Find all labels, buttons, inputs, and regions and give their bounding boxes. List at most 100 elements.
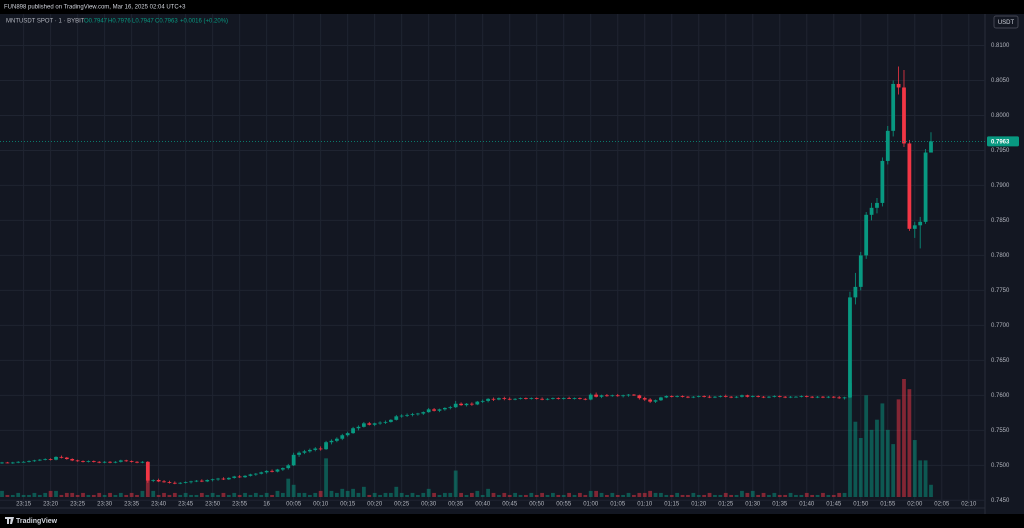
publisher: FUN898 published on TradingView.com, Mar… [4,5,186,11]
candle-body [27,461,31,462]
volume-bar [713,494,717,497]
candle-body [102,461,107,463]
volume-bar [729,494,734,497]
ohlc-open: O0.7947 [84,19,108,25]
volume-bar [405,494,409,497]
volume-bar [145,480,150,497]
candle-body [135,461,139,463]
x-tick-label: 23:55 [232,502,248,508]
volume-bar [869,429,874,497]
volume-bar [777,494,782,497]
x-tick-label: 01:40 [799,502,815,508]
candle-body [54,456,58,460]
volume-bar [307,494,312,497]
x-tick-label: 00:15 [340,502,356,508]
candle-body [37,459,42,461]
volume-bar [497,494,501,497]
candle-body [81,461,85,462]
volume-bar [626,492,631,497]
volume-bar [621,494,626,497]
candle-body [491,398,496,400]
candle-body [426,409,431,413]
candle-body [470,403,474,405]
candle-body [216,478,220,480]
volume-bar [0,490,4,497]
candle-body [691,396,696,398]
volume-bar [588,490,593,497]
candle-body [486,398,490,401]
volume-bar [345,490,350,497]
volume-bar [745,492,750,497]
candle-body [75,460,80,462]
candle-body [518,398,523,399]
candle-body [707,396,712,398]
volume-bar [124,494,129,497]
candle-body [783,396,788,398]
x-tick-label: 00:55 [556,502,572,508]
volume-bar [102,494,107,497]
candle-body [718,396,723,397]
volume-bar [10,494,15,497]
candle-body [772,396,777,397]
x-tick-label: 00:25 [394,502,410,508]
candle-body [243,475,247,478]
volume-bar [91,494,96,497]
volume-bar [767,494,771,497]
candle-body [788,396,793,398]
volume-bar [37,494,42,497]
volume-bar [464,494,469,497]
volume-bar [534,494,539,497]
candle-body [632,394,636,396]
y-tick-label: 0.7450 [991,498,1010,504]
x-tick-label: 01:30 [745,502,761,508]
y-tick-label: 0.8050 [991,78,1010,84]
candle-body [464,403,469,406]
volume-bar [302,492,307,497]
volume-bar [896,399,901,497]
candle-body [108,461,112,463]
y-tick-label: 0.8100 [991,43,1010,49]
x-tick-label: 01:45 [826,502,842,508]
candle-body [885,130,890,161]
candle-body [648,399,653,402]
y-tick-label: 0.7800 [991,253,1010,259]
candle-body [459,403,463,406]
volume-bar [864,395,869,497]
candle-body [588,394,593,400]
candle-body [810,396,815,398]
candle-body [194,480,199,482]
volume-bar [475,490,480,497]
currency-button[interactable] [993,15,1019,29]
candle-body [610,395,615,397]
candle-body [167,482,172,483]
candle-body [713,396,717,398]
volume-bar [556,494,561,497]
volume-bar [788,492,793,497]
candle-body [307,449,312,452]
volume-bar [221,492,226,497]
candle-body [302,451,307,453]
candle-body [324,442,328,450]
volume-bar [448,492,453,497]
volume-bar [410,492,415,497]
volume-bar [637,492,642,497]
candle-body [97,461,102,463]
volume-bar [686,494,690,497]
volume-bar [237,494,242,497]
candle-body [821,396,825,398]
candle-body [599,395,604,397]
candle-body [686,396,690,398]
volume-bar [340,488,345,497]
candle-body [761,396,766,398]
currency-label[interactable]: USDT [998,20,1015,26]
volume [0,379,933,497]
candle-body [48,459,53,460]
candle-body [799,396,804,397]
volume-bar [108,492,112,497]
y-tick-label: 0.7650 [991,358,1010,364]
candle-body [545,398,550,400]
x-tick-label: 00:35 [448,502,464,508]
x-tick-label: 00:40 [475,502,491,508]
volume-bar [804,492,809,497]
candle-body [356,426,361,429]
